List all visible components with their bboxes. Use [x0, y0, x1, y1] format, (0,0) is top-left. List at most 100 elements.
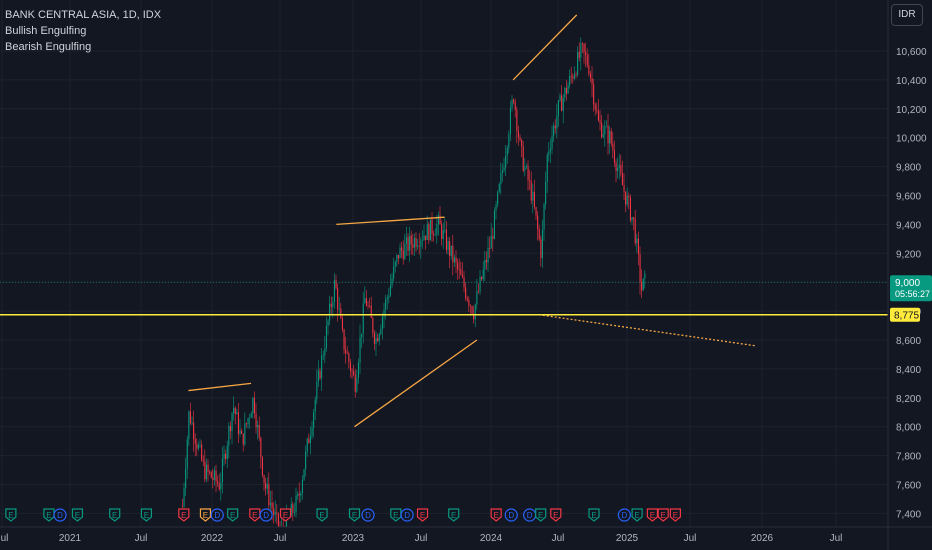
event-marker-label: E — [538, 511, 543, 520]
trend-line[interactable] — [354, 339, 478, 428]
candle-down — [372, 316, 374, 338]
candle-down — [441, 220, 443, 246]
candle-down — [253, 391, 256, 419]
candle-down — [465, 282, 467, 302]
candle-down — [578, 42, 580, 62]
earnings-marker[interactable]: E — [178, 508, 190, 522]
candle-up — [231, 411, 233, 445]
y-tick-label: 9,200 — [896, 249, 921, 260]
dividend-marker[interactable]: D — [361, 508, 375, 522]
candle-down — [341, 313, 344, 333]
event-marker-label: E — [591, 511, 596, 520]
candle-down — [410, 230, 412, 255]
dividend-marker[interactable]: D — [53, 508, 67, 522]
y-tick-label: 8,400 — [896, 365, 921, 376]
dividend-marker[interactable]: D — [259, 508, 273, 522]
y-tick-label: 10,200 — [896, 105, 927, 116]
candle-up — [546, 152, 548, 193]
earnings-marker[interactable]: E — [43, 508, 55, 522]
level-price-tag[interactable]: 8,775 — [890, 307, 920, 322]
candle-up — [186, 435, 188, 480]
earnings-marker[interactable]: E — [631, 508, 643, 522]
trend-lines[interactable] — [188, 14, 756, 428]
candle-up — [573, 66, 576, 81]
earnings-marker[interactable]: E — [416, 508, 429, 522]
symbol-title[interactable]: BANK CENTRAL ASIA, 1D, IDX — [5, 9, 162, 21]
candle-up — [545, 171, 547, 210]
currency-button[interactable]: IDR — [891, 4, 923, 26]
trend-line-dotted[interactable] — [538, 314, 756, 347]
earnings-marker[interactable]: E — [316, 508, 328, 522]
candle-up — [221, 446, 224, 494]
earnings-marker[interactable]: E — [448, 508, 460, 522]
earnings-marker[interactable]: E — [227, 508, 239, 522]
candle-down — [261, 456, 264, 478]
candle-down — [460, 261, 462, 276]
candle-down — [585, 42, 587, 68]
earnings-marker[interactable]: E — [348, 508, 361, 522]
candle-down — [620, 154, 622, 177]
dividend-marker[interactable]: D — [400, 508, 414, 522]
candle-up — [580, 37, 582, 71]
candle-down — [623, 173, 625, 201]
candle-up — [329, 295, 331, 326]
earnings-marker[interactable]: E — [109, 508, 121, 522]
earnings-marker[interactable]: E — [646, 508, 659, 522]
candle-up — [421, 230, 424, 249]
candle-down — [433, 230, 435, 242]
event-marker-label: E — [650, 511, 655, 520]
candle-down — [340, 303, 342, 320]
price-axis[interactable]: 7,4007,6007,8008,0008,2008,4008,6008,800… — [887, 0, 932, 550]
candlesticks — [181, 37, 646, 527]
candle-up — [509, 100, 512, 142]
earnings-marker[interactable]: E — [71, 508, 84, 522]
earnings-marker[interactable]: E — [279, 508, 292, 522]
candle-down — [621, 160, 624, 186]
candle-up — [617, 157, 619, 179]
candle-down — [458, 258, 460, 280]
trend-line[interactable] — [336, 216, 445, 226]
horizontal-level[interactable] — [0, 281, 888, 316]
dividend-marker[interactable]: D — [504, 508, 518, 522]
dividend-marker[interactable]: D — [617, 508, 631, 522]
candle-up — [324, 336, 326, 364]
y-tick-label: 7,400 — [896, 509, 921, 520]
candle-down — [298, 482, 300, 504]
indicator-bearish-engulfing[interactable]: Bearish Engulfing — [5, 41, 92, 53]
earnings-marker[interactable]: E — [657, 508, 669, 522]
dividend-marker[interactable]: D — [523, 508, 537, 522]
candle-down — [581, 41, 584, 54]
time-axis[interactable]: Jul 2021 Jul 2022 Jul 2023 Jul 2024 Jul 2025 Jul 20… — [0, 526, 932, 544]
earnings-marker[interactable]: E — [490, 508, 502, 522]
candle-down — [533, 179, 536, 210]
candle-down — [517, 125, 520, 146]
indicator-bullish-engulfing[interactable]: Bullish Engulfing — [5, 25, 87, 37]
candle-up — [305, 445, 307, 477]
candle-down — [594, 102, 596, 116]
earnings-marker[interactable]: E — [669, 508, 681, 522]
earnings-marker[interactable]: E — [5, 508, 17, 522]
earnings-marker[interactable]: E — [390, 508, 402, 522]
earnings-marker[interactable]: E — [535, 508, 547, 522]
candle-up — [297, 491, 299, 500]
earnings-marker[interactable]: E — [550, 508, 562, 522]
candle-up — [636, 233, 638, 253]
trend-line[interactable] — [512, 14, 578, 81]
earnings-marker[interactable]: E — [588, 508, 600, 522]
candle-down — [319, 367, 321, 381]
earnings-marker[interactable]: E — [140, 508, 153, 522]
candle-up — [314, 396, 316, 421]
earnings-marker[interactable]: E — [199, 508, 212, 522]
candle-up — [322, 350, 324, 360]
dividend-marker[interactable]: D — [210, 508, 224, 522]
candle-down — [418, 233, 420, 255]
earnings-marker[interactable]: E — [249, 508, 261, 522]
trend-line[interactable] — [188, 382, 252, 392]
candle-up — [362, 292, 364, 344]
candle-up — [562, 93, 564, 124]
y-tick-label: 9,800 — [896, 163, 921, 174]
